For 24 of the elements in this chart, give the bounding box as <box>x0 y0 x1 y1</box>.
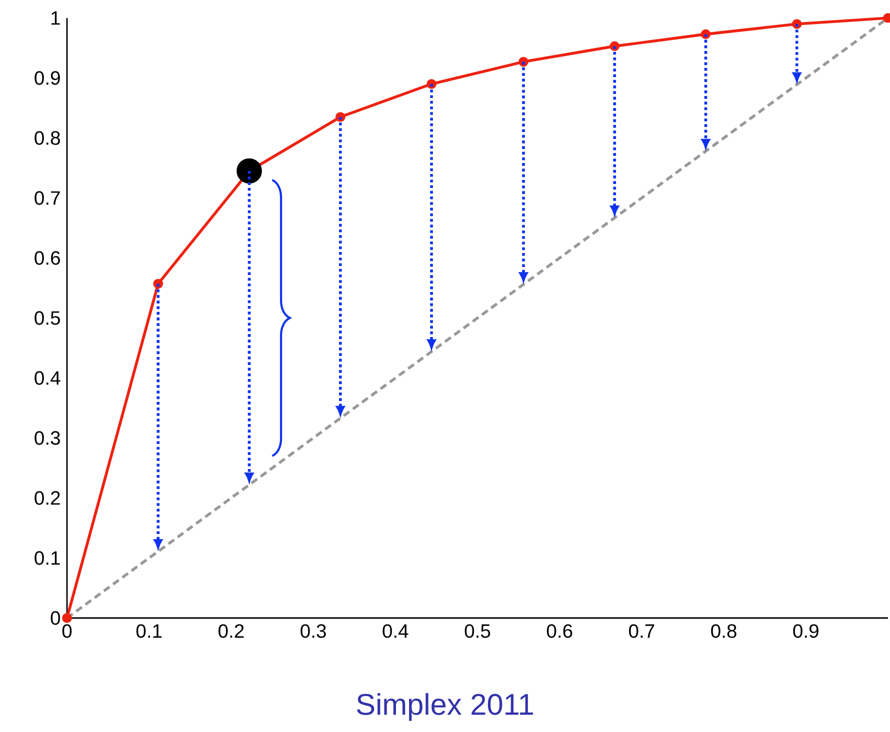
y-tick-label: 0.3 <box>34 431 60 445</box>
x-tick-label: 0.1 <box>136 624 162 638</box>
y-tick-label: 0.5 <box>34 311 60 325</box>
y-tick-label: 0.2 <box>34 491 60 505</box>
y-tick-label: 0.7 <box>34 191 60 205</box>
x-tick-label: 0.6 <box>546 624 572 638</box>
point <box>236 158 262 184</box>
y-tick-label: 1 <box>52 11 60 25</box>
y-tick-label: 0.4 <box>34 371 60 385</box>
y-tick-label: 0.8 <box>34 131 60 145</box>
y-tick-label: 0.9 <box>34 71 60 85</box>
x-tick-label: 0.9 <box>793 624 818 638</box>
y-tick-label: 0 <box>50 611 60 625</box>
y-tick-label: 0.1 <box>34 551 60 565</box>
text: Simplex 2011 <box>356 693 533 721</box>
y-tick-label: 0.6 <box>34 251 60 265</box>
x-tick-label: 0 <box>62 624 72 638</box>
x-tick-label: 0.5 <box>464 624 490 638</box>
x-tick-label: 0.4 <box>382 624 408 638</box>
x-tick-label: 0.7 <box>629 624 654 638</box>
x-tick-label: 0.8 <box>711 624 736 638</box>
x-tick-label: 0.2 <box>218 624 244 638</box>
x-tick-label: 0.3 <box>300 624 326 638</box>
point <box>62 613 72 623</box>
